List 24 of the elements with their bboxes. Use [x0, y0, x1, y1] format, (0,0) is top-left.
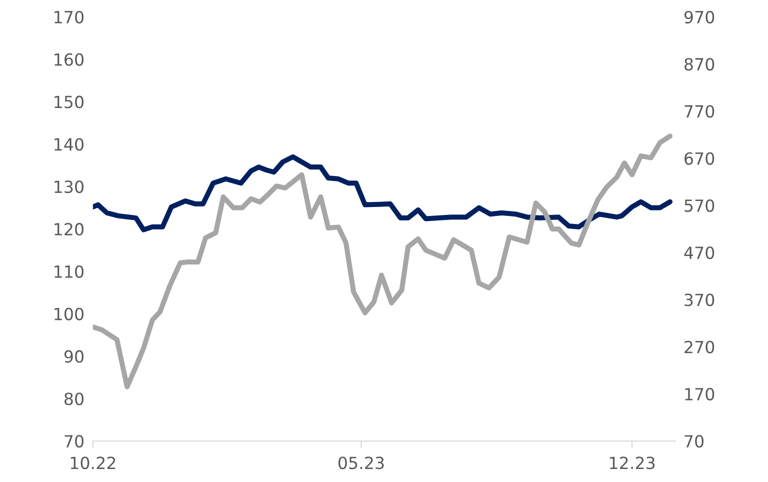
x-tick-label: 12.23: [610, 456, 655, 470]
x-tick-label: 10.22: [70, 456, 116, 470]
y2-tick-label: 270: [684, 340, 714, 354]
y-tick-label: 170: [54, 10, 84, 24]
y-tick-label: 130: [54, 180, 84, 194]
y2-tick-label: 370: [684, 294, 714, 306]
y-tick-label: 150: [54, 96, 84, 108]
x-tick-label: 05.23: [338, 456, 384, 470]
y2-tick-label: 70: [684, 434, 704, 448]
y-tick-label: 160: [54, 53, 84, 66]
y-tick-label: 80: [64, 392, 84, 406]
y-tick-label: 70: [64, 434, 84, 448]
y2-tick-label: 670: [684, 152, 714, 165]
y2-tick-label: 870: [684, 58, 714, 71]
y2-tick-label: 470: [684, 246, 714, 260]
y-tick-label: 120: [54, 222, 84, 236]
y-tick-label: 110: [54, 265, 84, 278]
y-tick-label: 100: [54, 308, 84, 320]
y2-tick-label: 170: [685, 388, 714, 400]
y-tick-label: 90: [64, 350, 84, 363]
y2-tick-label: 770: [684, 105, 714, 118]
y2-tick-label: 970: [684, 10, 714, 24]
y2-tick-label: 570: [684, 199, 714, 212]
y-tick-label: 140: [54, 138, 84, 151]
